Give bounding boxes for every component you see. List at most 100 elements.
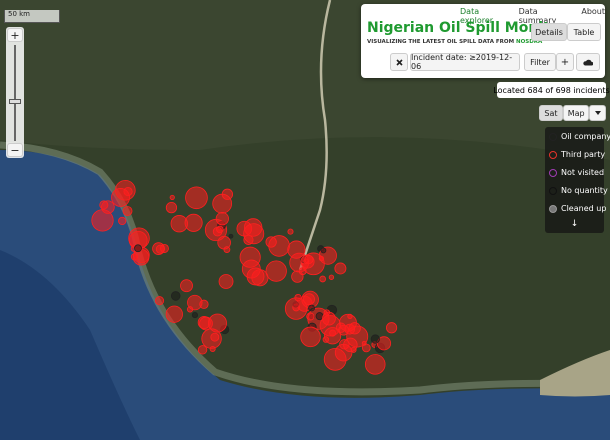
- spill-marker[interactable]: [118, 216, 127, 226]
- zoom-track: [14, 45, 16, 141]
- legend-item[interactable]: Not visited: [549, 168, 604, 177]
- spill-marker[interactable]: [152, 242, 165, 255]
- clear-filter[interactable]: [390, 53, 408, 71]
- spill-marker[interactable]: [228, 233, 234, 239]
- status: Located 684 of 698 incidents: [493, 82, 610, 98]
- spill-marker[interactable]: [303, 293, 315, 306]
- spill-marker[interactable]: [328, 274, 335, 280]
- spill-marker[interactable]: [111, 188, 130, 207]
- add-filter[interactable]: +: [556, 53, 574, 71]
- spill-marker[interactable]: [91, 209, 114, 232]
- spill-marker[interactable]: [300, 326, 321, 348]
- deep-ocean: [0, 250, 140, 440]
- spill-marker[interactable]: [165, 305, 183, 323]
- spill-marker[interactable]: [304, 255, 314, 265]
- spill-marker[interactable]: [207, 313, 227, 333]
- zoom-handle[interactable]: [9, 99, 21, 104]
- layer-button[interactable]: Map: [562, 105, 590, 121]
- nav-link[interactable]: About: [581, 7, 605, 16]
- legend-swatch: [549, 132, 557, 141]
- spill-marker[interactable]: [210, 332, 220, 342]
- spill-marker[interactable]: [218, 274, 234, 289]
- spill-marker[interactable]: [216, 225, 224, 234]
- legend-swatch: [549, 186, 557, 195]
- layer-switch: Sat Map: [539, 105, 606, 121]
- spill-marker[interactable]: [306, 312, 315, 321]
- spill-marker[interactable]: [170, 291, 181, 301]
- spill-marker[interactable]: [180, 279, 193, 293]
- x-icon: [395, 58, 403, 66]
- legend-item[interactable]: No quantity: [549, 186, 608, 195]
- spill-marker[interactable]: [265, 260, 287, 282]
- spill-marker[interactable]: [246, 267, 265, 286]
- legend-item[interactable]: Cleaned up: [549, 204, 606, 213]
- header-panel: Data explorer Data summary About Nigeria…: [361, 4, 605, 78]
- filter-button[interactable]: Filter: [524, 53, 556, 71]
- spill-marker[interactable]: [243, 223, 265, 245]
- spill-marker[interactable]: [122, 206, 133, 216]
- spill-marker[interactable]: [308, 304, 315, 312]
- spill-marker[interactable]: [376, 336, 392, 351]
- spill-marker[interactable]: [315, 312, 324, 321]
- spill-marker[interactable]: [364, 354, 386, 375]
- legend-item[interactable]: Oil company: [549, 132, 610, 141]
- spill-marker[interactable]: [199, 299, 209, 309]
- title: Nigerian Oil Spill Monitor: [367, 20, 567, 36]
- legend-more[interactable]: ↓: [570, 219, 579, 229]
- spill-marker[interactable]: [154, 296, 165, 306]
- spill-marker[interactable]: [170, 215, 188, 233]
- spill-marker[interactable]: [334, 262, 347, 275]
- spill-marker[interactable]: [284, 297, 308, 320]
- legend-label: Cleaned up: [561, 204, 607, 213]
- filter-pill[interactable]: Incident date: ≥2019-12-06: [410, 53, 520, 71]
- cloud-icon: [583, 59, 593, 66]
- spill-marker[interactable]: [223, 246, 231, 253]
- spill-marker[interactable]: [209, 345, 216, 352]
- legend-label: Not visited: [561, 168, 605, 177]
- spill-marker[interactable]: [169, 194, 175, 201]
- subtitle: VISUALIZING THE LATEST OIL SPILL DATA FR…: [367, 39, 542, 45]
- spill-marker[interactable]: [343, 337, 358, 353]
- spill-marker[interactable]: [298, 267, 307, 276]
- spill-marker[interactable]: [320, 247, 327, 254]
- caret: [594, 111, 601, 115]
- spill-marker[interactable]: [347, 313, 353, 320]
- spill-marker[interactable]: [215, 212, 229, 226]
- legend-swatch: [549, 150, 557, 159]
- spill-marker[interactable]: [339, 313, 357, 332]
- spill-marker[interactable]: [134, 244, 142, 253]
- spill-markers: [91, 179, 398, 375]
- nav-link[interactable]: Data explorer: [460, 7, 494, 25]
- spill-marker[interactable]: [287, 228, 294, 235]
- zoom-control: + −: [6, 27, 24, 158]
- subtitle-text: VISUALIZING THE LATEST OIL SPILL DATA FR…: [367, 39, 515, 45]
- legend-item[interactable]: Third party: [549, 150, 605, 159]
- spill-marker[interactable]: [197, 345, 208, 355]
- download[interactable]: [576, 53, 600, 71]
- spill-marker[interactable]: [130, 253, 139, 261]
- spill-marker[interactable]: [287, 240, 306, 259]
- coast: [0, 141, 610, 396]
- zoom-in[interactable]: +: [7, 28, 23, 42]
- layer-menu[interactable]: [589, 105, 606, 121]
- zoom-out[interactable]: −: [7, 143, 23, 157]
- spill-marker[interactable]: [265, 236, 277, 248]
- spill-marker[interactable]: [319, 275, 327, 283]
- ocean: [0, 150, 610, 440]
- spill-marker[interactable]: [370, 334, 380, 344]
- spill-marker[interactable]: [323, 327, 342, 345]
- spill-marker[interactable]: [165, 201, 178, 214]
- layer-button[interactable]: Sat: [539, 105, 563, 121]
- scale-bar: 50 km: [4, 10, 60, 23]
- spill-marker[interactable]: [322, 311, 336, 326]
- sand: [540, 350, 610, 397]
- spill-marker[interactable]: [386, 322, 398, 334]
- spill-marker[interactable]: [185, 186, 208, 210]
- view-button[interactable]: Table: [567, 23, 601, 41]
- nav-link[interactable]: Data summary: [518, 7, 557, 25]
- legend-label: Oil company: [561, 132, 610, 141]
- spill-marker[interactable]: [212, 193, 233, 214]
- spill-marker[interactable]: [191, 311, 199, 319]
- view-button[interactable]: Details: [531, 23, 567, 41]
